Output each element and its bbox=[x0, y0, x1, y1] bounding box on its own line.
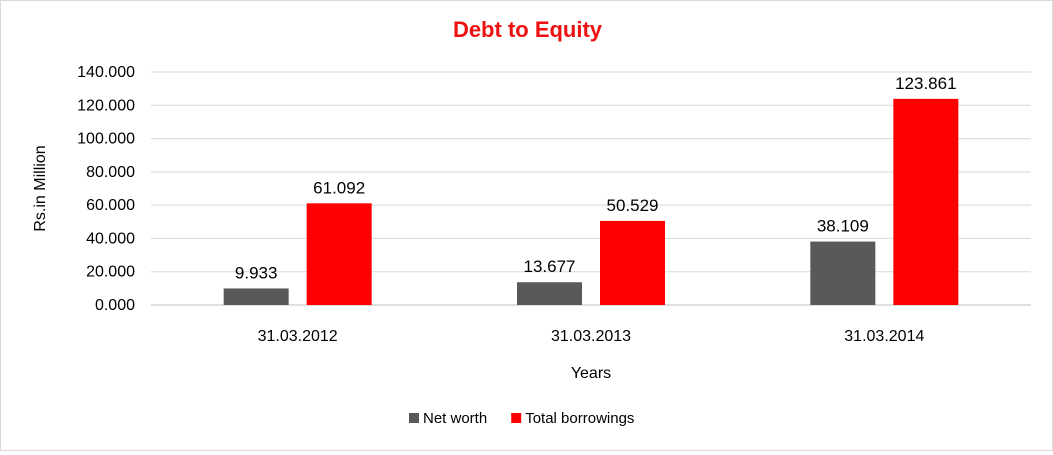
y-tick-label: 120.000 bbox=[77, 97, 135, 114]
legend-swatch bbox=[409, 413, 419, 423]
bar-total-borrowings bbox=[893, 98, 959, 305]
data-label: 13.677 bbox=[524, 257, 576, 276]
bar-net-worth bbox=[223, 288, 289, 305]
y-tick-label: 60.000 bbox=[86, 197, 135, 214]
data-label: 38.109 bbox=[817, 217, 869, 236]
y-tick-label: 100.000 bbox=[77, 131, 135, 148]
x-axis-label: Years bbox=[571, 365, 611, 382]
legend-label: Net worth bbox=[423, 410, 487, 427]
x-tick-label: 31.03.2013 bbox=[551, 328, 631, 345]
y-tick-label: 140.000 bbox=[77, 64, 135, 81]
chart-title: Debt to Equity bbox=[452, 17, 603, 42]
y-tick-label: 40.000 bbox=[86, 230, 135, 247]
x-tick-label: 31.03.2012 bbox=[258, 328, 338, 345]
legend-label: Total borrowings bbox=[525, 410, 634, 427]
y-axis-label: Rs.in Million bbox=[32, 145, 49, 231]
bar-net-worth bbox=[517, 282, 582, 305]
y-tick-label: 20.000 bbox=[86, 264, 135, 281]
data-label: 123.861 bbox=[895, 74, 956, 93]
y-tick-label: 0.000 bbox=[95, 297, 135, 314]
data-label: 9.933 bbox=[235, 263, 278, 282]
bar-total-borrowings bbox=[600, 220, 665, 305]
data-label: 50.529 bbox=[607, 196, 659, 215]
bar-total-borrowings bbox=[306, 203, 372, 305]
x-tick-label: 31.03.2014 bbox=[844, 328, 924, 345]
bar-net-worth bbox=[810, 241, 876, 305]
legend-swatch bbox=[511, 413, 522, 423]
data-label: 61.092 bbox=[313, 178, 365, 197]
y-tick-label: 80.000 bbox=[86, 164, 135, 181]
